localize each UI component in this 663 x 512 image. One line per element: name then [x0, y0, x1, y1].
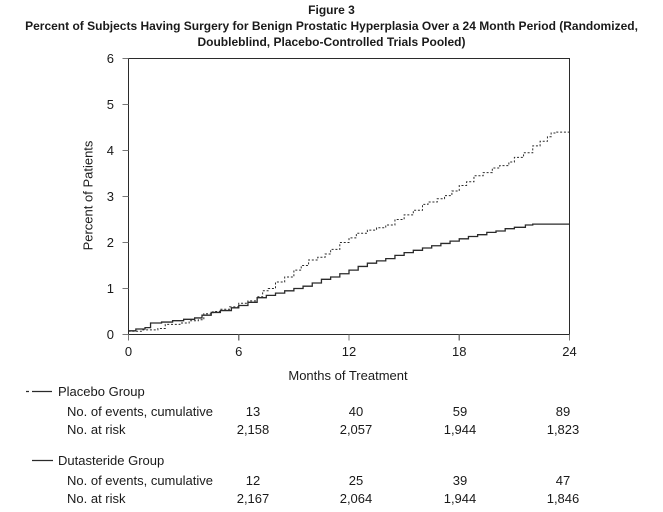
risk-table-value: 25 [348, 473, 364, 488]
x-tick-label: 6 [235, 344, 243, 359]
legend-group-name: Dutasteride Group [58, 453, 165, 468]
y-tick-label: 5 [106, 96, 114, 112]
x-tick-label: 12 [341, 344, 357, 359]
risk-table-value: 2,167 [236, 491, 270, 506]
solid-line-icon [32, 459, 53, 462]
risk-table-value: 1,944 [443, 491, 477, 506]
risk-table-value: 1,944 [443, 422, 477, 437]
risk-table-row-label: No. at risk [67, 422, 126, 437]
y-tick-label: 2 [106, 234, 114, 250]
risk-table-value: 2,158 [236, 422, 270, 437]
figure-title-line-2: Doubleblind, Placebo-Controlled Trials P… [197, 35, 466, 49]
risk-table-value: 59 [452, 404, 468, 419]
figure-title-line-1: Percent of Subjects Having Surgery for B… [25, 19, 638, 33]
risk-table-value: 47 [555, 473, 571, 488]
risk-table-value: 13 [245, 404, 261, 419]
risk-table-value: 2,064 [339, 491, 373, 506]
curve-dutasteride-group [128, 223, 570, 332]
x-tick-label: 18 [452, 344, 467, 359]
plot-area [122, 57, 571, 341]
x-tick-label: 0 [124, 344, 133, 359]
risk-table-row-label: No. of events, cumulative [67, 404, 213, 419]
x-axis-title: Months of Treatment [288, 368, 408, 383]
y-axis-title: Percent of Patients [80, 140, 96, 251]
y-tick-label: 0 [106, 326, 114, 342]
risk-table-value: 1,823 [546, 422, 580, 437]
risk-table-value: 39 [452, 473, 468, 488]
risk-table-value: 89 [555, 404, 571, 419]
plot-frame [128, 58, 570, 335]
x-tick-label: 24 [562, 344, 577, 359]
risk-table-row-label: No. of events, cumulative [67, 473, 213, 488]
risk-table-row-label: No. at risk [67, 491, 126, 506]
legend-group-name: Placebo Group [58, 384, 145, 399]
risk-table-value: 1,846 [546, 491, 580, 506]
y-tick-label: 3 [106, 188, 114, 204]
risk-table-value: 2,057 [339, 422, 373, 437]
risk-table-value: 40 [348, 404, 364, 419]
y-tick-label: 6 [106, 50, 114, 66]
risk-table-value: 12 [245, 473, 261, 488]
dashed-line-icon [26, 390, 54, 393]
y-tick-label: 1 [106, 280, 114, 296]
curve-placebo-group [128, 131, 570, 332]
figure-label: Figure 3 [308, 3, 355, 17]
y-tick-label: 4 [106, 142, 114, 158]
